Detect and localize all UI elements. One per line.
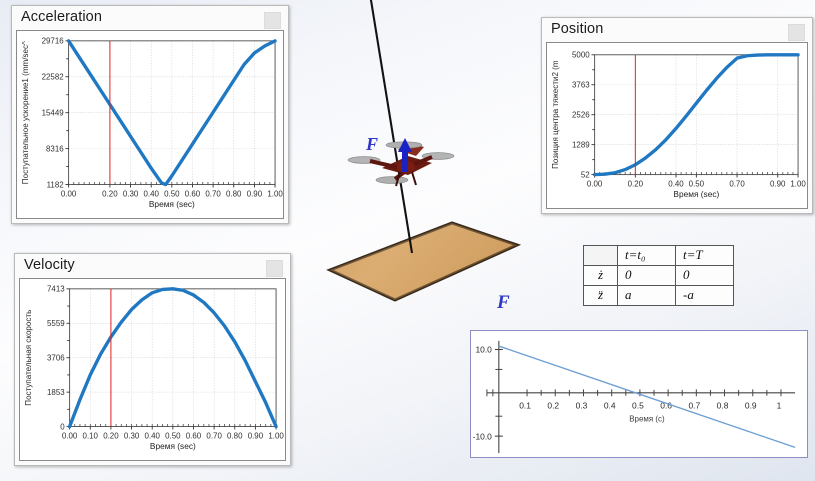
table-row-label-zdot: ż xyxy=(583,265,618,286)
svg-text:0.1: 0.1 xyxy=(519,401,531,411)
svg-text:0.70: 0.70 xyxy=(206,431,222,440)
platform-object xyxy=(326,221,522,302)
svg-text:7413: 7413 xyxy=(47,285,65,294)
svg-text:0.8: 0.8 xyxy=(717,401,729,411)
svg-text:0.90: 0.90 xyxy=(248,431,264,440)
svg-text:0.80: 0.80 xyxy=(226,189,242,198)
force-label-scene: F xyxy=(365,134,378,154)
svg-text:Время (sec): Время (sec) xyxy=(149,199,195,209)
svg-text:Позиция центра тяжести2 (m: Позиция центра тяжести2 (m xyxy=(551,60,560,169)
table-cell-zddot-tT: -a xyxy=(675,285,734,306)
position-panel[interactable]: Position Позиция центра тяжести2 (m 52 128… xyxy=(541,17,813,214)
velocity-panel-title: Velocity xyxy=(24,257,75,273)
svg-text:Время (с): Время (с) xyxy=(629,414,665,423)
svg-text:0.4: 0.4 xyxy=(604,401,616,411)
force-chart: 0.1 0.2 0.3 0.4 0.5 0.6 0.7 0.8 0.9 1 10.0 -10.0 Вре… xyxy=(470,330,808,458)
svg-text:22582: 22582 xyxy=(42,73,64,82)
svg-text:5559: 5559 xyxy=(47,319,65,328)
position-panel-title: Position xyxy=(551,21,604,37)
table-cell-zddot-t0: a xyxy=(617,285,676,306)
svg-text:0.20: 0.20 xyxy=(628,179,644,188)
table-corner-cell xyxy=(583,245,618,266)
acceleration-panel-title: Acceleration xyxy=(21,9,102,25)
svg-text:0.90: 0.90 xyxy=(247,189,263,198)
svg-text:1.00: 1.00 xyxy=(790,179,806,188)
svg-text:0.70: 0.70 xyxy=(205,189,221,198)
velocity-plot: Поступательная скорость 0 1853 3706 5559 7413… xyxy=(19,278,286,461)
svg-text:1.00: 1.00 xyxy=(268,431,284,440)
velocity-panel[interactable]: Velocity Поступательная скорость 0 1853 370… xyxy=(14,253,291,466)
svg-text:0.40: 0.40 xyxy=(144,431,160,440)
svg-text:0.40: 0.40 xyxy=(668,179,684,188)
svg-text:0.50: 0.50 xyxy=(165,431,181,440)
svg-text:0.30: 0.30 xyxy=(124,431,140,440)
minimize-icon[interactable] xyxy=(264,12,281,29)
svg-text:0.7: 0.7 xyxy=(688,401,700,411)
svg-text:0.00: 0.00 xyxy=(587,179,603,188)
svg-text:10.0: 10.0 xyxy=(475,345,492,355)
svg-text:0.5: 0.5 xyxy=(632,401,644,411)
force-arrow-icon xyxy=(398,138,412,172)
svg-text:0.20: 0.20 xyxy=(103,431,119,440)
svg-text:0.6: 0.6 xyxy=(660,401,672,411)
svg-text:-10.0: -10.0 xyxy=(473,431,493,441)
svg-text:1: 1 xyxy=(777,401,782,411)
svg-text:1289: 1289 xyxy=(572,141,590,150)
svg-text:0.90: 0.90 xyxy=(770,179,786,188)
svg-text:0: 0 xyxy=(60,422,65,431)
acceleration-panel[interactable]: Acceleration Поступательное ускорение1 (… xyxy=(11,5,289,224)
svg-text:3706: 3706 xyxy=(47,354,65,363)
table-header-t0: t=t₀ xyxy=(617,245,676,266)
svg-text:29716: 29716 xyxy=(42,37,65,46)
svg-text:1853: 1853 xyxy=(47,388,65,397)
boundary-conditions-table: t=t₀ t=T ż 0 0 z̈ a -a xyxy=(583,245,734,306)
minimize-icon[interactable] xyxy=(788,24,805,41)
svg-text:0.50: 0.50 xyxy=(689,179,705,188)
svg-text:Время (sec): Время (sec) xyxy=(150,441,196,451)
svg-text:0.9: 0.9 xyxy=(745,401,757,411)
table-row: t=t₀ t=T xyxy=(583,245,734,266)
svg-text:15449: 15449 xyxy=(42,109,65,118)
minimize-icon[interactable] xyxy=(266,260,283,277)
table-header-tT: t=T xyxy=(675,245,734,266)
svg-text:0.60: 0.60 xyxy=(185,189,201,198)
svg-text:Время (sec): Время (sec) xyxy=(673,189,719,199)
svg-text:8316: 8316 xyxy=(46,144,64,153)
table-row: ż 0 0 xyxy=(583,265,734,286)
svg-text:0.00: 0.00 xyxy=(62,431,78,440)
svg-text:1.00: 1.00 xyxy=(267,189,283,198)
force-chart-label: F xyxy=(497,292,510,313)
svg-text:0.20: 0.20 xyxy=(102,189,118,198)
svg-text:0.80: 0.80 xyxy=(227,431,243,440)
svg-text:0.60: 0.60 xyxy=(186,431,202,440)
svg-text:5000: 5000 xyxy=(572,51,590,60)
table-row-label-zddot: z̈ xyxy=(583,285,618,306)
svg-text:3763: 3763 xyxy=(572,81,590,90)
table-cell-zdot-tT: 0 xyxy=(675,265,734,286)
svg-text:0.30: 0.30 xyxy=(123,189,139,198)
acceleration-plot: Поступательное ускорение1 (mm/sec^ 1182 83… xyxy=(16,30,284,219)
svg-text:Поступательная скорость: Поступательная скорость xyxy=(24,310,33,406)
svg-text:0.40: 0.40 xyxy=(143,189,159,198)
svg-text:0.00: 0.00 xyxy=(61,189,77,198)
3d-simulation-scene: F xyxy=(300,0,560,320)
svg-text:1182: 1182 xyxy=(47,180,64,189)
svg-text:Поступательное ускорение1 (mm/: Поступательное ускорение1 (mm/sec^ xyxy=(21,41,30,184)
svg-text:0.3: 0.3 xyxy=(576,401,588,411)
svg-text:0.70: 0.70 xyxy=(729,179,745,188)
svg-text:52: 52 xyxy=(581,170,590,179)
trajectory-line xyxy=(369,0,414,254)
svg-text:2526: 2526 xyxy=(572,111,590,120)
table-row: z̈ a -a xyxy=(583,285,734,306)
table-cell-zdot-t0: 0 xyxy=(617,265,676,286)
svg-text:0.2: 0.2 xyxy=(547,401,559,411)
position-plot: Позиция центра тяжести2 (m 52 1289 2526 3763… xyxy=(546,42,808,209)
svg-text:0.10: 0.10 xyxy=(83,431,99,440)
svg-text:0.50: 0.50 xyxy=(164,189,180,198)
